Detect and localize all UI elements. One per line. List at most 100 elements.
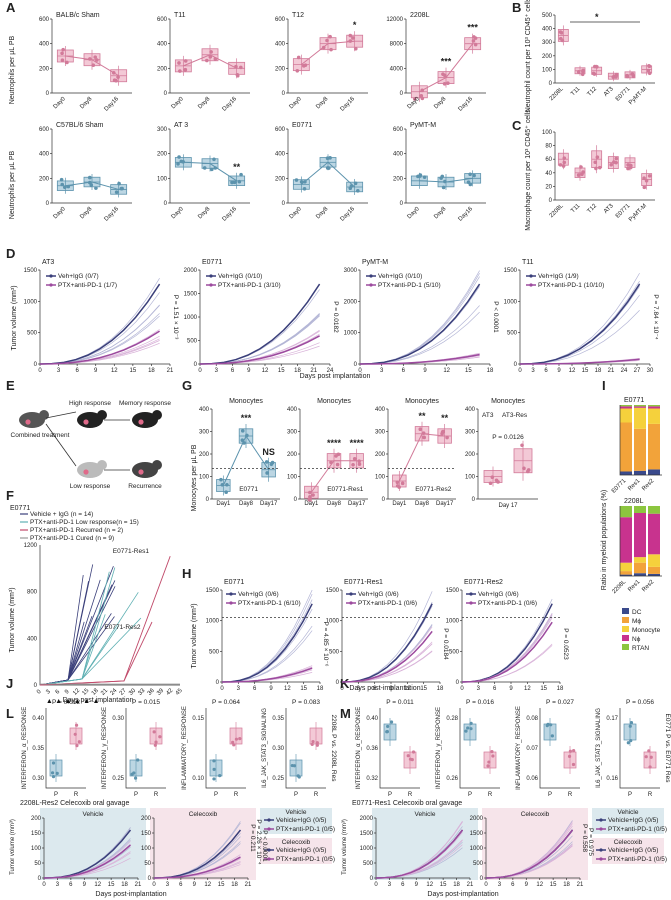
celecoxib-ylabel: Tumor volume (mm³) [10,819,16,875]
x-tick-label: 15 [278,368,285,374]
data-point [336,452,341,457]
individual-curve [461,614,553,683]
data-point [611,75,616,79]
x-tick-label: 3 [45,689,52,696]
data-point [397,485,402,489]
x-tick-label: Day0 [407,206,422,221]
stacked-bar-segment [648,573,660,576]
schematic-label: Combined treatment [11,432,70,439]
x-tick-label: 3 [477,686,481,692]
x-tick-label: 18 [148,368,155,374]
x-tick-label: 24 [621,368,628,374]
axis-line [405,129,486,204]
x-axis-label: Day 17 [498,503,518,509]
p-value: P = 0.083 [292,699,320,706]
x-tick-label: 9 [64,689,71,696]
data-point [176,162,180,166]
panel-label-G: G [182,378,192,393]
y-tick-label: 0 [34,683,38,689]
data-point [116,75,120,79]
data-point [558,30,563,34]
panel-a-title: C57BL/6 Sham [56,122,104,129]
y-tick-label: 0 [206,497,210,503]
data-point [597,165,602,170]
x-tick-label: 2208L [549,86,566,103]
x-tick-label: R [568,792,573,798]
x-tick-label: 6 [373,686,377,692]
data-point [91,63,96,67]
y-tick-label: 300 [375,430,386,436]
y-tick-label: 1000 [360,846,374,852]
y-tick-label: 600 [275,17,286,23]
x-tick-label: 9 [509,686,513,692]
mouse-low [77,462,103,478]
y-tick-label: 0.06 [526,776,538,782]
pathway-ylabel: IL6_JAK_STAT3_SIGNALING [262,708,268,788]
data-point [389,720,394,724]
x-tick-label: 3 [380,368,384,374]
data-point [576,173,581,177]
x-tick-label: P [548,792,552,798]
x-tick-label: 24 [109,687,118,696]
x-tick-label: 3 [237,686,241,692]
x-tick-label: 18 [557,686,564,692]
y-tick-label: 0 [549,198,553,204]
x-tick-label: 21 [100,687,109,696]
stacked-bar-segment [648,406,660,409]
data-point [75,744,79,748]
legend-dot [599,818,603,822]
y-tick-label: 0.30 [32,776,44,782]
y-tick-label: 0.10 [192,776,204,782]
panel-a-title: 2208L [410,12,430,19]
y-tick-label: 1000 [326,619,340,625]
x-tick-label: T11 [570,203,582,215]
schematic-arrow [45,411,77,419]
legend-entry: Vehicle + IgG (n = 14) [30,511,93,518]
y-tick-label: 400 [287,407,298,413]
x-tick-label: 45 [175,687,184,696]
data-point [357,459,361,464]
data-point [114,190,119,194]
y-tick-label: 0 [34,362,38,368]
x-tick-label: Day17 [260,501,278,507]
y-tick-label: 500 [542,13,553,19]
y-tick-label: 0.36 [366,746,378,752]
legend-dot [229,601,233,605]
x-tick-label: 3 [166,882,170,888]
individual-curve [461,613,553,683]
data-point [406,754,410,758]
legend-header: Celecoxib [614,839,643,846]
legend-entry: Veh+IgG (0/6) [358,591,399,598]
y-tick-label: 0 [282,201,286,207]
schematic-label: High response [69,400,111,407]
x-tick-label: 12 [569,368,576,374]
treatment-marker [47,699,52,703]
individual-curve [359,305,480,365]
individual-curve [199,313,320,365]
data-point [311,493,315,497]
x-tick-label: 6 [231,368,235,374]
x-tick-label: 18 [231,882,238,888]
y-tick-label: 0.30 [112,716,124,722]
y-tick-label: 400 [275,152,286,158]
mean-curve [461,621,553,683]
x-tick-label: 15 [420,686,427,692]
comparison-label: E0771 P vs. E0771 Res [664,714,671,784]
y-tick-label: 200 [275,176,286,182]
x-tick-label: 15 [440,882,447,888]
x-tick-label: 39 [156,687,165,696]
pathway-ylabel: INTERFERON_α_RESPONSE [356,707,362,790]
data-point [351,36,355,40]
x-tick-label: Day0 [289,206,304,221]
mouse-combined [19,412,45,428]
y-tick-label: 100 [542,67,553,73]
data-point [595,155,600,159]
data-point [335,462,340,467]
x-tick-label: Day8 [415,501,430,507]
x-tick-label: 12 [426,882,433,888]
x-tick-label: 15 [582,368,589,374]
data-point [593,160,598,165]
y-tick-label: 1000 [184,315,198,321]
data-point [183,67,188,72]
y-tick-label: 0 [336,680,340,686]
